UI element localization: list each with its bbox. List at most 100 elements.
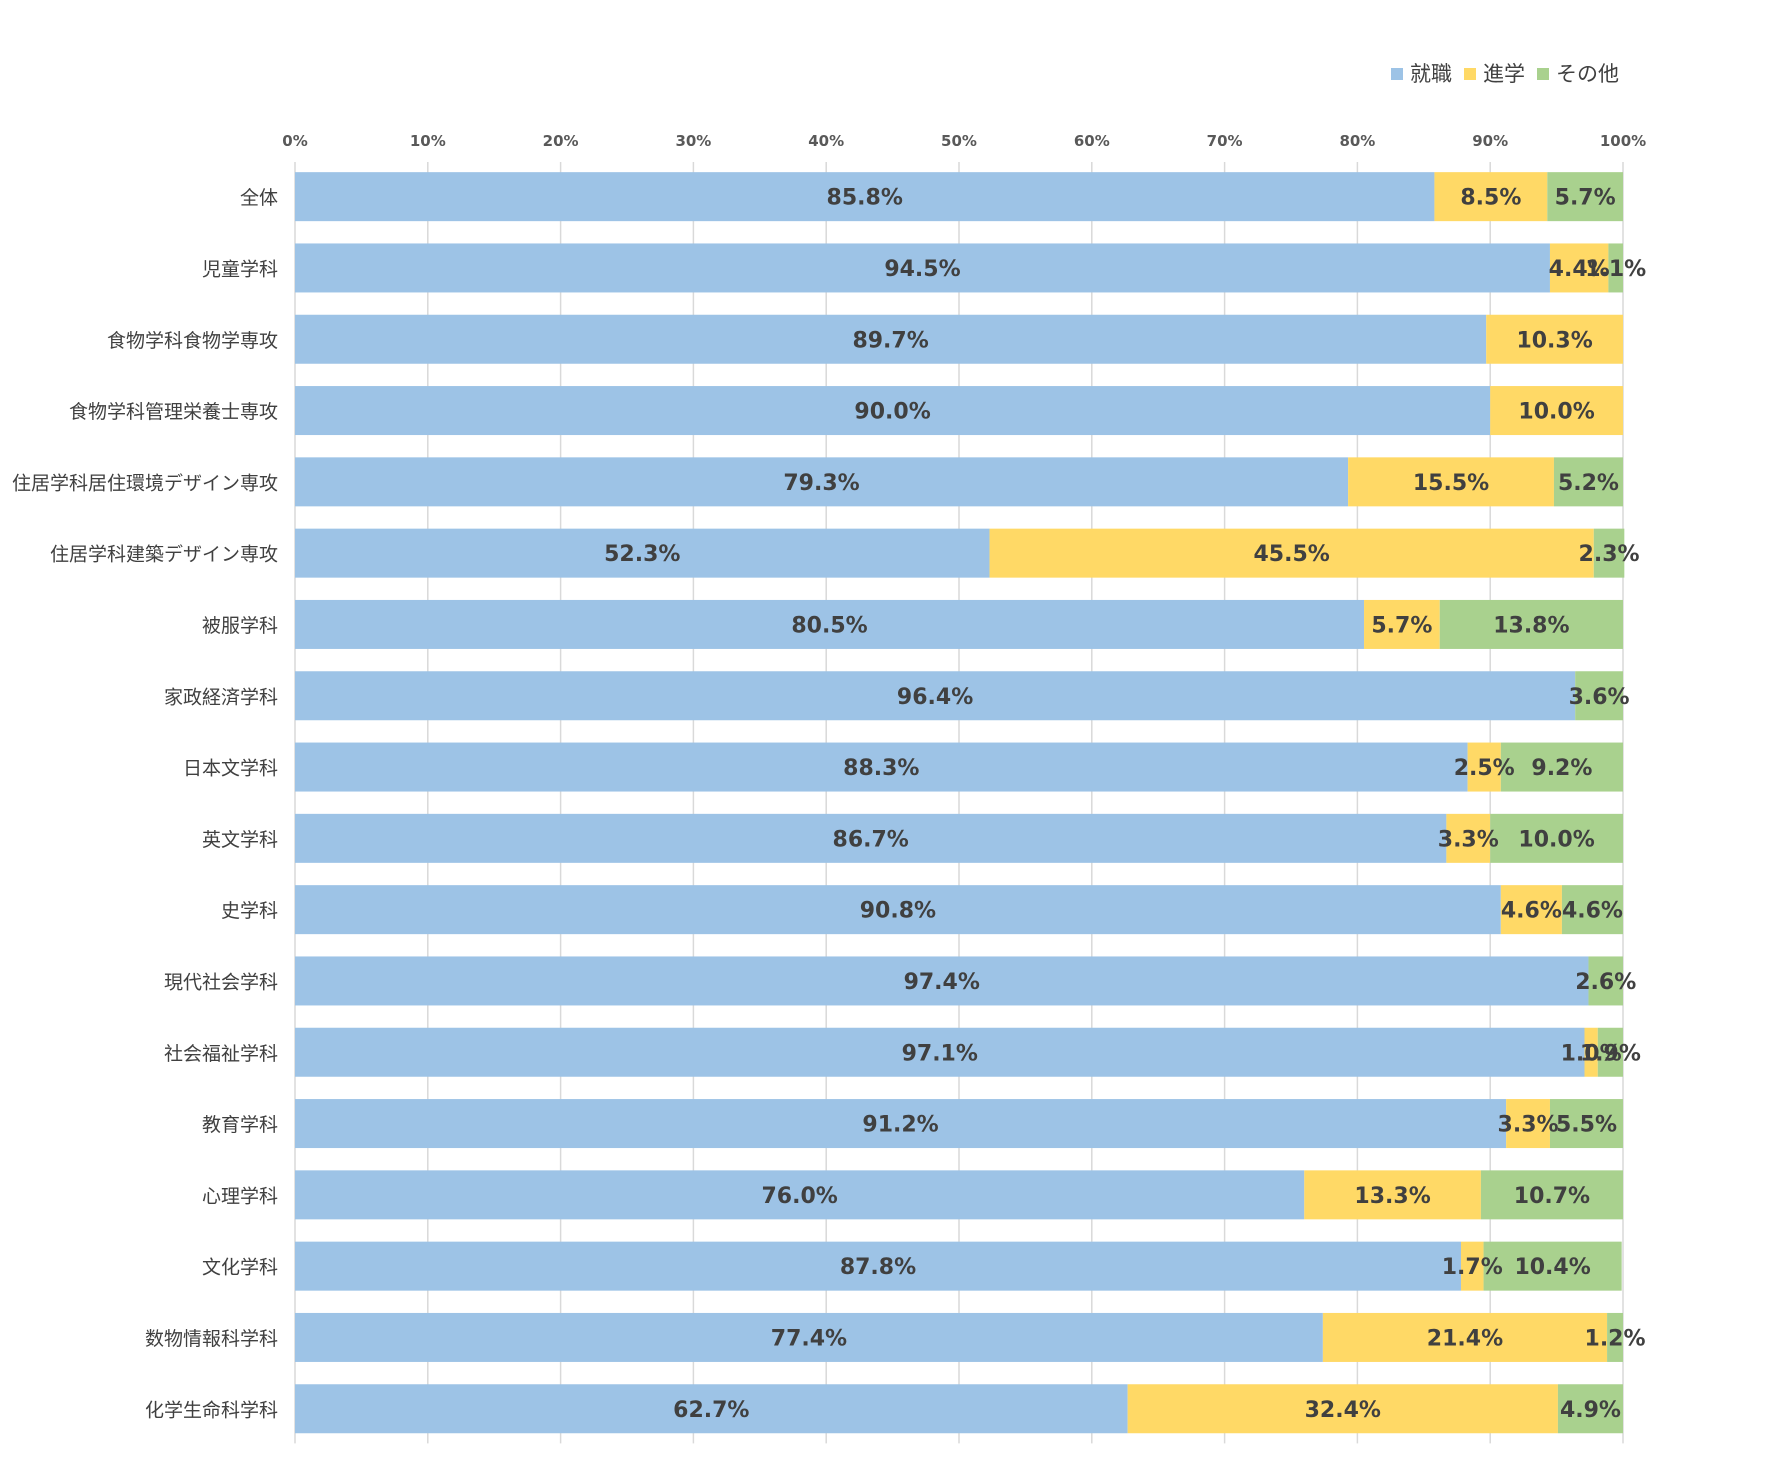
- category-label: 文化学科: [202, 1257, 278, 1279]
- data-labels: 85.8% 8.5% 5.7% 94.5% 4.4%1.1% 89.7% 10.3% 90.0…: [604, 186, 1646, 1423]
- bar-segment-2: [1549, 243, 1609, 293]
- bar-segment-3: [1593, 528, 1625, 578]
- bar-segment-2: [1322, 1312, 1608, 1362]
- category-label: 日本文学科: [183, 758, 278, 780]
- bar-segment-1: [295, 1170, 1305, 1220]
- x-axis-tick-labels: 0% 10% 20% 30% 40% 50% 60% 70% 80% 90% 100%: [282, 132, 1646, 150]
- x-tick-label: 0%: [282, 132, 307, 150]
- data-label: 87.8%: [840, 1255, 916, 1280]
- category-label: 児童学科: [202, 258, 278, 280]
- data-label: 90.0%: [854, 400, 930, 425]
- data-label: 79.3%: [783, 471, 859, 496]
- data-label: 1.0%: [1561, 1041, 1622, 1066]
- bar-segment-1: [295, 172, 1435, 222]
- data-label: 4.6%: [1562, 899, 1623, 924]
- bar-segment-3: [1607, 1312, 1623, 1362]
- bar-segment-1: [295, 599, 1365, 649]
- data-label: 1.1%: [1585, 257, 1646, 282]
- bar-segment-2: [1500, 885, 1562, 935]
- bar-segment-1: [295, 813, 1447, 863]
- data-label: 1.2%: [1585, 1326, 1646, 1351]
- legend-label: 就職: [1410, 62, 1452, 86]
- bar-segment-3: [1549, 1099, 1623, 1149]
- data-label: 5.7%: [1555, 186, 1616, 211]
- bar-segment-2: [1486, 314, 1623, 364]
- bar-segment-2: [1127, 1384, 1558, 1434]
- data-label: 86.7%: [833, 827, 909, 852]
- bar-segment-1: [295, 386, 1491, 436]
- legend-swatch: [1537, 68, 1549, 80]
- bar-segment-1: [295, 671, 1576, 721]
- bar-segment-3: [1480, 1170, 1623, 1220]
- data-label: 96.4%: [897, 685, 973, 710]
- bar-segment-2: [1460, 1241, 1484, 1291]
- bar-segment-1: [295, 885, 1501, 935]
- bar-segment-2: [1446, 813, 1491, 863]
- gridlines: [294, 162, 1624, 1444]
- bar-segment-3: [1439, 599, 1623, 649]
- data-label: 4.4%: [1549, 257, 1610, 282]
- category-label: 社会福祉学科: [164, 1043, 278, 1065]
- data-label: 2.6%: [1575, 970, 1636, 995]
- data-label: 10.0%: [1518, 400, 1594, 425]
- x-tick-label: 80%: [1339, 132, 1375, 150]
- data-label: 8.5%: [1460, 186, 1521, 211]
- data-label: 32.4%: [1305, 1398, 1381, 1423]
- bar-segment-3: [1608, 243, 1623, 293]
- category-label: 被服学科: [202, 615, 278, 637]
- x-tick-label: 50%: [941, 132, 977, 150]
- bar-segment-1: [295, 314, 1487, 364]
- data-label: 77.4%: [771, 1326, 847, 1351]
- x-tick-label: 70%: [1207, 132, 1243, 150]
- x-tick-label: 40%: [808, 132, 844, 150]
- category-label: 住居学科居住環境デザイン専攻: [12, 472, 278, 494]
- bar-segment-3: [1547, 172, 1623, 222]
- data-label: 45.5%: [1253, 542, 1329, 567]
- data-label: 97.4%: [904, 970, 980, 995]
- data-label: 85.8%: [827, 186, 903, 211]
- x-tick-label: 20%: [543, 132, 579, 150]
- bars: [295, 172, 1625, 1434]
- category-label: 食物学科管理栄養士専攻: [69, 401, 278, 423]
- data-label: 9.2%: [1531, 756, 1592, 781]
- bar-segment-1: [295, 1241, 1461, 1291]
- data-label: 94.5%: [884, 257, 960, 282]
- bar-segment-3: [1490, 813, 1623, 863]
- data-label: 3.3%: [1498, 1113, 1559, 1138]
- data-label: 3.6%: [1569, 685, 1630, 710]
- bar-segment-3: [1575, 671, 1623, 721]
- data-label: 1.9%: [1580, 1041, 1641, 1066]
- category-label: 心理学科: [202, 1185, 278, 1207]
- data-label: 4.9%: [1560, 1398, 1621, 1423]
- category-label: 食物学科食物学専攻: [107, 330, 278, 352]
- data-label: 10.3%: [1516, 328, 1592, 353]
- data-label: 52.3%: [604, 542, 680, 567]
- data-label: 10.4%: [1514, 1255, 1590, 1280]
- data-label: 97.1%: [902, 1041, 978, 1066]
- bar-segment-3: [1557, 1384, 1623, 1434]
- data-label: 80.5%: [791, 613, 867, 638]
- x-tick-label: 30%: [675, 132, 711, 150]
- bar-segment-1: [295, 1099, 1507, 1149]
- category-label: 現代社会学科: [164, 971, 278, 993]
- bar-segment-1: [295, 457, 1349, 507]
- category-label: 化学生命科学科: [145, 1399, 278, 1421]
- category-label: 住居学科建築デザイン専攻: [50, 544, 278, 566]
- data-label: 2.3%: [1579, 542, 1640, 567]
- bar-segment-2: [1506, 1099, 1550, 1149]
- legend-label: 進学: [1483, 62, 1525, 86]
- bar-segment-2: [1467, 742, 1501, 792]
- legend-swatch: [1464, 68, 1476, 80]
- x-tick-label: 100%: [1600, 132, 1646, 150]
- data-label: 62.7%: [673, 1398, 749, 1423]
- bar-segment-2: [1364, 599, 1440, 649]
- bar-segment-1: [295, 528, 990, 578]
- bar-segment-1: [295, 742, 1468, 792]
- data-label: 5.2%: [1558, 471, 1619, 496]
- bar-segment-1: [295, 956, 1589, 1006]
- category-label: 数物情報科学科: [145, 1328, 278, 1350]
- bar-segment-3: [1483, 1241, 1622, 1291]
- data-label: 5.5%: [1556, 1113, 1617, 1138]
- data-label: 88.3%: [843, 756, 919, 781]
- legend: 就職 進学 その他: [1391, 62, 1619, 86]
